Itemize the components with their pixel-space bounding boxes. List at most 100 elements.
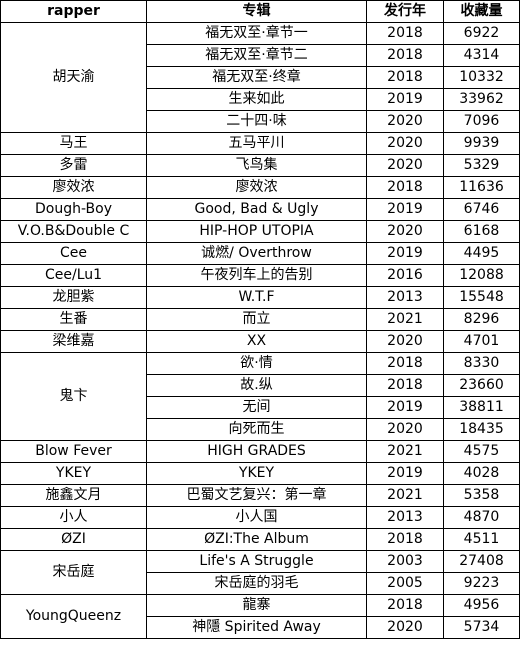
count-cell: 9939 bbox=[443, 132, 520, 155]
album-cell: XX bbox=[146, 330, 367, 353]
year-cell: 2021 bbox=[366, 484, 444, 507]
year-cell: 2019 bbox=[366, 88, 444, 111]
table-row: 廖效浓 廖效浓 2018 11636 bbox=[0, 176, 520, 199]
table-row: 宋岳庭 Life's A Struggle 2003 27408 bbox=[0, 550, 520, 595]
table-row: 向死而生 2020 18435 bbox=[1, 418, 520, 441]
rapper-cell: 小人 bbox=[0, 506, 147, 529]
album-cell: HIP-HOP UTOPIA bbox=[146, 220, 367, 243]
rapper-cell: 廖效浓 bbox=[0, 176, 147, 199]
rapper-cell: YKEY bbox=[0, 462, 147, 485]
year-cell: 2018 bbox=[366, 44, 444, 67]
year-cell: 2018 bbox=[366, 176, 444, 199]
album-cell: W.T.F bbox=[146, 286, 367, 309]
album-cell: 福无双至·章节一 bbox=[146, 22, 367, 45]
count-cell: 10332 bbox=[443, 66, 520, 89]
album-cell: Good, Bad & Ugly bbox=[146, 198, 367, 221]
count-cell: 5329 bbox=[443, 154, 520, 177]
rapper-cell: Blow Fever bbox=[0, 440, 147, 463]
rapper-cell: Cee bbox=[0, 242, 147, 265]
rapper-cell: 生番 bbox=[0, 308, 147, 331]
year-cell: 2016 bbox=[366, 264, 444, 287]
table-row: 福无双至·终章 2018 10332 bbox=[1, 66, 520, 89]
album-cell: 午夜列车上的告别 bbox=[146, 264, 367, 287]
year-cell: 2021 bbox=[366, 440, 444, 463]
count-cell: 9223 bbox=[443, 572, 520, 595]
table-row: 马王 五马平川 2020 9939 bbox=[0, 132, 520, 155]
album-cell: Life's A Struggle bbox=[146, 550, 367, 573]
album-cell: 小人国 bbox=[146, 506, 367, 529]
count-cell: 4956 bbox=[443, 594, 520, 617]
album-cell: 欲·情 bbox=[146, 352, 367, 375]
year-cell: 2021 bbox=[366, 308, 444, 331]
count-cell: 12088 bbox=[443, 264, 520, 287]
year-cell: 2020 bbox=[366, 154, 444, 177]
count-cell: 4870 bbox=[443, 506, 520, 529]
rapper-cell: 龙胆紫 bbox=[0, 286, 147, 309]
year-cell: 2005 bbox=[366, 572, 444, 595]
table-row: 多雷 飞鸟集 2020 5329 bbox=[0, 154, 520, 177]
year-cell: 2018 bbox=[366, 352, 444, 375]
table-row: 小人 小人国 2013 4870 bbox=[0, 506, 520, 529]
count-cell: 4028 bbox=[443, 462, 520, 485]
table-row: 故.纵 2018 23660 bbox=[1, 374, 520, 397]
count-cell: 18435 bbox=[443, 418, 520, 441]
rapper-cell: YoungQueenz bbox=[0, 594, 147, 639]
year-cell: 2020 bbox=[366, 616, 444, 639]
header-row: rapper 专辑 发行年 收藏量 bbox=[0, 0, 520, 23]
rapper-cell: ØZI bbox=[0, 528, 147, 551]
album-cell: 二十四·味 bbox=[146, 110, 367, 133]
table-row: 无间 2019 38811 bbox=[1, 396, 520, 419]
rapper-cell: 施鑫文月 bbox=[0, 484, 147, 507]
header-album: 专辑 bbox=[146, 0, 367, 23]
count-cell: 23660 bbox=[443, 374, 520, 397]
album-cell: 五马平川 bbox=[146, 132, 367, 155]
table-row: 施鑫文月 巴蜀文艺复兴：第一章 2021 5358 bbox=[0, 484, 520, 507]
count-cell: 5358 bbox=[443, 484, 520, 507]
count-cell: 38811 bbox=[443, 396, 520, 419]
year-cell: 2020 bbox=[366, 110, 444, 133]
table-row: Cee/Lu1 午夜列车上的告别 2016 12088 bbox=[0, 264, 520, 287]
rapper-cell: Cee/Lu1 bbox=[0, 264, 147, 287]
count-cell: 6746 bbox=[443, 198, 520, 221]
rapper-cell: 宋岳庭 bbox=[0, 550, 147, 595]
year-cell: 2013 bbox=[366, 506, 444, 529]
album-cell: 故.纵 bbox=[146, 374, 367, 397]
year-cell: 2018 bbox=[366, 528, 444, 551]
album-cell: 宋岳庭的羽毛 bbox=[146, 572, 367, 595]
year-cell: 2018 bbox=[366, 66, 444, 89]
count-cell: 27408 bbox=[443, 550, 520, 573]
album-cell: 无间 bbox=[146, 396, 367, 419]
year-cell: 2019 bbox=[366, 198, 444, 221]
header-count: 收藏量 bbox=[443, 0, 520, 23]
album-cell: 向死而生 bbox=[146, 418, 367, 441]
year-cell: 2020 bbox=[366, 330, 444, 353]
count-cell: 7096 bbox=[443, 110, 520, 133]
album-cell: 巴蜀文艺复兴：第一章 bbox=[146, 484, 367, 507]
rapper-cell: 马王 bbox=[0, 132, 147, 155]
count-cell: 4701 bbox=[443, 330, 520, 353]
count-cell: 6922 bbox=[443, 22, 520, 45]
table-row: 生番 而立 2021 8296 bbox=[0, 308, 520, 331]
album-cell: 神隱 Spirited Away bbox=[146, 616, 367, 639]
table-row: 梁维嘉 XX 2020 4701 bbox=[0, 330, 520, 353]
count-cell: 11636 bbox=[443, 176, 520, 199]
album-cell: 生来如此 bbox=[146, 88, 367, 111]
rapper-cell: Dough-Boy bbox=[0, 198, 147, 221]
table-row: Cee 诚燃/ Overthrow 2019 4495 bbox=[0, 242, 520, 265]
rapper-cell: 多雷 bbox=[0, 154, 147, 177]
rapper-cell: 鬼卞 bbox=[0, 352, 147, 441]
table-row: V.O.B&Double C HIP-HOP UTOPIA 2020 6168 bbox=[0, 220, 520, 243]
album-cell: 诚燃/ Overthrow bbox=[146, 242, 367, 265]
rapper-cell: 胡天渝 bbox=[0, 22, 147, 133]
table-row: 胡天渝 福无双至·章节一 2018 6922 bbox=[0, 22, 520, 133]
album-cell: 福无双至·终章 bbox=[146, 66, 367, 89]
count-cell: 8296 bbox=[443, 308, 520, 331]
table-row: YKEY YKEY 2019 4028 bbox=[0, 462, 520, 485]
header-rapper: rapper bbox=[0, 0, 147, 23]
count-cell: 4314 bbox=[443, 44, 520, 67]
year-cell: 2018 bbox=[366, 594, 444, 617]
album-cell: 飞鸟集 bbox=[146, 154, 367, 177]
table-row: ØZI ØZI:The Album 2018 4511 bbox=[0, 528, 520, 551]
year-cell: 2003 bbox=[366, 550, 444, 573]
count-cell: 4511 bbox=[443, 528, 520, 551]
